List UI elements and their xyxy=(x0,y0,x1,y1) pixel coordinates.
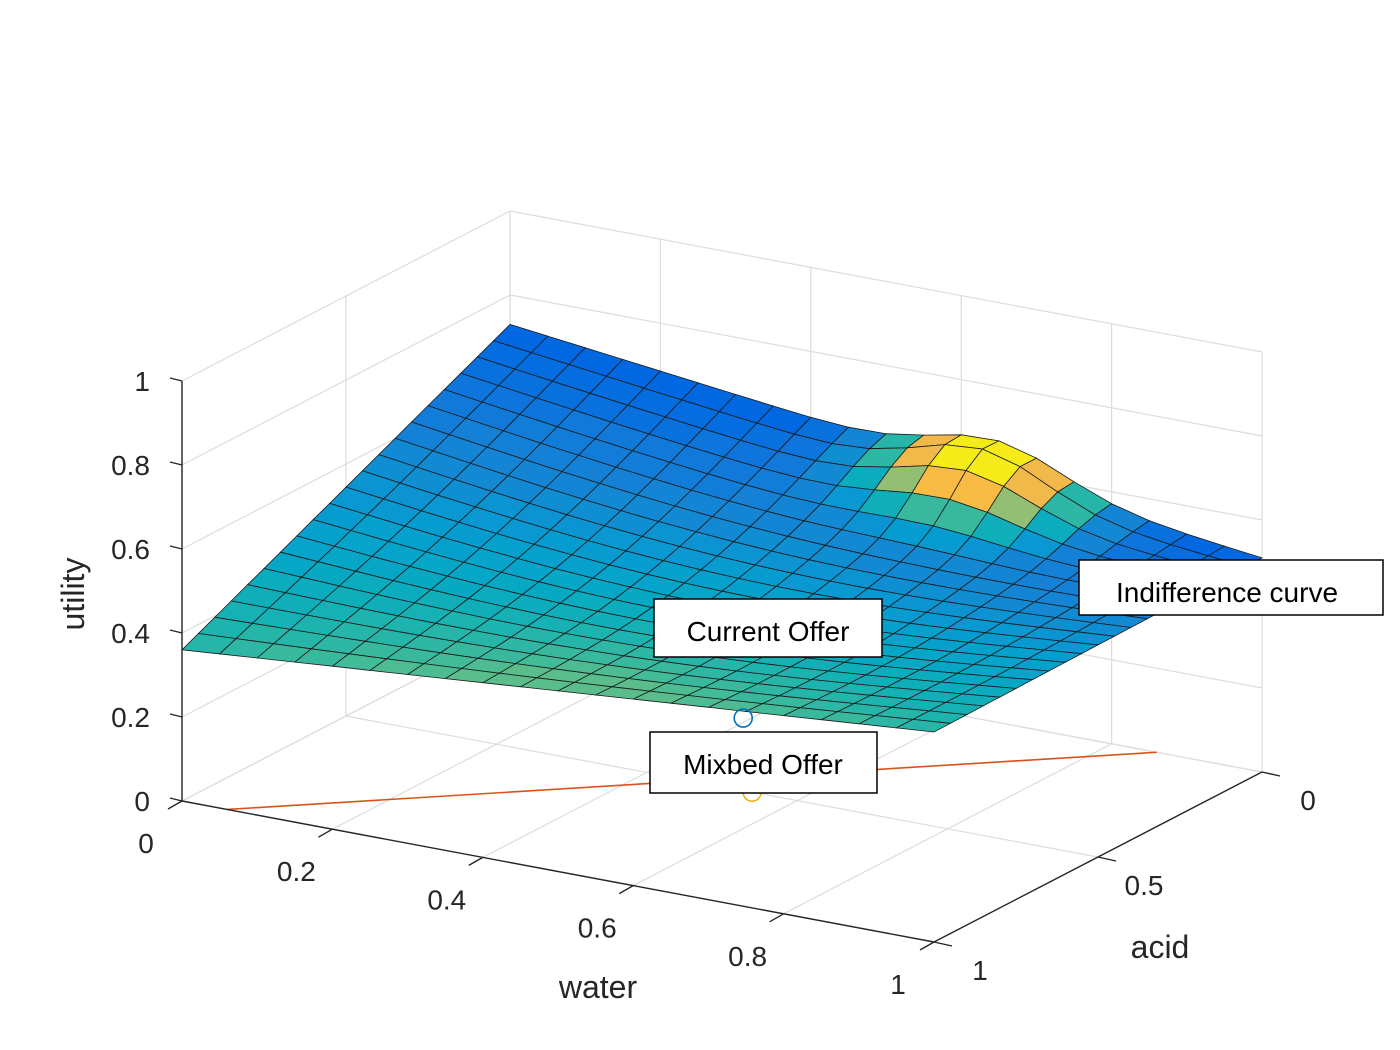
annotation-mixbed-offer-text: Mixbed Offer xyxy=(683,749,843,780)
annotation-box xyxy=(649,731,878,794)
x-tick xyxy=(919,941,935,951)
y-tick-label: 0 xyxy=(1300,785,1316,816)
x-tick-label: 0.6 xyxy=(578,913,617,944)
y-tick-label: 1 xyxy=(972,955,988,986)
z-tick-label: 0 xyxy=(134,786,150,817)
z-tick-label: 0.4 xyxy=(111,618,150,649)
annotation-indifference-curve-text: Indifference curve xyxy=(1116,577,1338,608)
x-tick xyxy=(618,884,634,895)
z-tick-label: 1 xyxy=(134,366,150,397)
utility-surface xyxy=(181,323,1264,733)
y-tick-label: 0.5 xyxy=(1125,870,1164,901)
z-tick xyxy=(169,629,183,634)
x-tick-label: 0.2 xyxy=(277,856,316,887)
grid-line xyxy=(509,294,1263,437)
z-tick-label: 0.6 xyxy=(111,534,150,565)
annotation-box xyxy=(653,598,883,658)
grid-line xyxy=(181,294,511,466)
y-axis-label: acid xyxy=(1131,929,1190,965)
y-tick xyxy=(1261,771,1281,777)
x-tick-label: 1 xyxy=(890,969,906,1000)
x-tick-label: 0.4 xyxy=(427,884,466,915)
x-axis-label: water xyxy=(558,969,638,1005)
z-tick xyxy=(169,797,183,802)
x-tick xyxy=(468,856,484,867)
offer-marker xyxy=(733,708,754,728)
x-tick-label: 0.8 xyxy=(728,941,767,972)
x-tick xyxy=(318,828,333,838)
y-tick xyxy=(1097,856,1117,862)
annotation-mixbed-offer: Mixbed Offer xyxy=(649,731,878,794)
z-tick xyxy=(169,377,183,382)
y-tick xyxy=(933,941,953,947)
annotation-current-offer: Current Offer xyxy=(653,598,883,658)
annotation-current-offer-text: Current Offer xyxy=(687,616,850,647)
z-tick-label: 0.8 xyxy=(111,450,150,481)
z-tick xyxy=(169,545,183,550)
z-axis-label: utility xyxy=(55,558,91,631)
grid-line xyxy=(181,210,511,382)
z-tick xyxy=(169,713,183,718)
z-tick-label: 0.2 xyxy=(111,702,150,733)
x-tick-label: 0 xyxy=(138,828,154,859)
x-axis-line xyxy=(181,800,935,943)
tick-marks: 0 0.2 0.4 0.6 0.8 1 0 0.5 1 0 0.2 0.4 0.6 0.8 1 xyxy=(111,366,1316,1000)
z-tick xyxy=(169,461,183,466)
annotation-box xyxy=(1078,559,1384,616)
grid-line xyxy=(509,210,1263,353)
x-tick xyxy=(769,913,784,923)
surface-patch xyxy=(181,633,237,655)
x-tick xyxy=(167,800,183,810)
annotation-indifference-curve: Indifference curve xyxy=(1078,559,1384,616)
